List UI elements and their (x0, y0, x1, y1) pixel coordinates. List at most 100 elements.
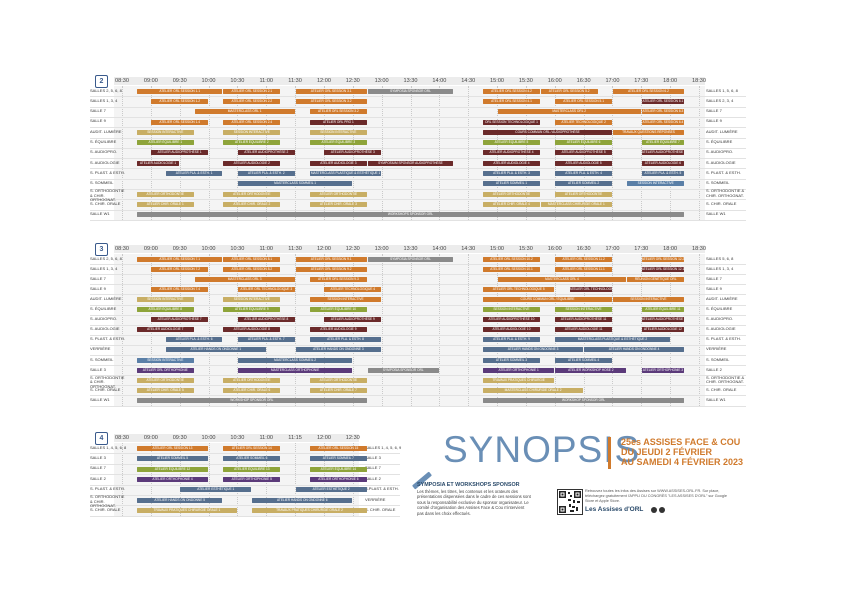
session-block[interactable]: ATELIER ORTHOPHONIE 4 (136, 476, 209, 482)
session-block[interactable]: ATELIER ORTHOPHONIE 5 (223, 476, 281, 482)
session-block[interactable]: ATELIER SOMMEIL 2 (555, 181, 612, 187)
session-block[interactable]: ATELIER ORL SESSION 5.1 (555, 98, 612, 104)
session-block[interactable]: ATELIER ÉQUILIBRE 9 (223, 307, 281, 313)
session-block[interactable]: SYMPOSIA SPONSOR ORL (367, 256, 454, 262)
session-block[interactable]: ATELIER AUDIOPROTHÈSE 9 (324, 317, 382, 323)
session-block[interactable]: ATELIER ÉQUILIBRE 14 (310, 466, 367, 472)
session-block[interactable]: ATELIER PLA. & ESTH. 8 (310, 337, 382, 343)
session-block[interactable]: SYMPOSIA SPONSOR ORL (367, 88, 454, 94)
session-block[interactable]: ATELIER ÉQUILIBRE 8 (136, 307, 194, 313)
session-block[interactable]: ATELIER PLA. & ESTH. 2 (237, 171, 295, 177)
social-icon-1[interactable] (651, 507, 657, 513)
session-block[interactable]: ATELIER ORL SESSION 9.2 (295, 266, 367, 272)
session-block[interactable]: TRAVAUX PRATIQUES CHIRURGIE ORALE 1 (136, 508, 237, 514)
session-block[interactable]: ATELIER PLA. & ESTH. 9 (483, 337, 540, 343)
session-block[interactable]: SYMPOSIUM SPONSOR AUDIOPROTHÈSE (367, 160, 454, 166)
session-block[interactable]: ATELIER ORL SESSION 11.2 (555, 256, 612, 262)
session-block[interactable]: SESSION INTERACTIVE (136, 296, 194, 302)
session-block[interactable]: ATELIER CHIR. ORALE 4 (483, 201, 540, 207)
session-block[interactable]: ATELIER ESTHÉTIQUE 2 (295, 487, 367, 493)
session-block[interactable]: ATELIER ORTHOPHONIE 3 (641, 367, 685, 373)
session-block[interactable]: SESSION INTERACTIVE (483, 307, 540, 313)
session-block[interactable]: ATELIER ORL SESSION 12.1 (641, 266, 685, 272)
session-block[interactable]: ATELIER AUDIOLOGIE 12 (641, 327, 685, 333)
session-block[interactable]: ATELIER ESTHÉTIQUE 1 (180, 487, 252, 493)
session-block[interactable]: SESSION INTERACTIVE (627, 181, 685, 187)
session-block[interactable]: MASTERCLASS PLASTIQUE & ESTHÉTIQUE 2 (555, 337, 670, 343)
session-block[interactable]: ATELIER ORL SESSION 5.2 (540, 88, 598, 94)
session-block[interactable]: ATELIER SOMMEIL 3 (483, 357, 540, 363)
session-block[interactable]: ATELIER ORL SESSION 13 (136, 445, 209, 451)
session-block[interactable]: ATELIER PLA. & ESTH. 6 (165, 337, 223, 343)
session-block[interactable]: ATELIER ÉQUILIBRE 11 (641, 307, 685, 313)
session-block[interactable]: ATELIER ORTHODONTIE (483, 191, 540, 197)
session-block[interactable]: ATELIER ORTHODONTIE (310, 377, 367, 383)
session-block[interactable]: ATELIER AUDIOLOGIE 1 (136, 160, 180, 166)
session-block[interactable]: ATELIER ORL SESSION 8.2 (223, 266, 281, 272)
session-block[interactable]: WORKSHOPS SPONSOR ORL (136, 212, 685, 218)
session-block[interactable]: ATELIER AUDIOPROTHÈSE 4 (483, 150, 540, 156)
session-block[interactable]: MASTERCLASS CHIRURGIE ORALE 2 (483, 387, 584, 393)
session-block[interactable]: ATELIER ORL SESSION 3.2 (310, 109, 367, 115)
session-block[interactable]: ATELIER ÉQUILIBRE 1 (136, 140, 194, 146)
session-block[interactable]: ATELIER ORL SESSION 3.2 (295, 98, 367, 104)
session-block[interactable]: ATELIER PLA. & ESTH. 5 (641, 171, 685, 177)
session-block[interactable]: ATELIER AUDIOPROTHÈSE 10 (483, 317, 540, 323)
session-block[interactable]: ATELIER ORL TECHNOLOGIQUE 3 (237, 286, 295, 292)
session-block[interactable]: ATELIER ORL SESSION 6.3 (641, 109, 685, 115)
session-block[interactable]: ATELIER WORKSHOP HOSE 2 (555, 367, 627, 373)
session-block[interactable]: SESSION INTERACTIVE (612, 296, 685, 302)
session-block[interactable]: ATELIER CHIR. ORALE 6 (223, 387, 281, 393)
session-block[interactable]: ATELIER AUDIOPROTHÈSE 1 (151, 150, 209, 156)
session-block[interactable]: ATELIER ÉQUILIBRE 7 (641, 140, 685, 146)
session-block[interactable]: ATELIER ORL SESSION 7.2 (151, 266, 209, 272)
session-block[interactable]: ATELIER TECHNOLOGIQUE 4 (324, 286, 382, 292)
session-block[interactable]: TRAVAUX PRATIQUES CHIRURGIE ORALE 2 (252, 508, 367, 514)
session-block[interactable]: MASTERCLASS ORL 2 (497, 109, 641, 115)
session-block[interactable]: ATELIER ORL SESSION 14 (223, 445, 281, 451)
session-block[interactable]: SESSION INTERACTIVE (310, 296, 382, 302)
session-block[interactable]: ATELIER CHIR. ORALE 2 (223, 201, 281, 207)
session-block[interactable]: ATELIER PLA. & ESTH. 1 (165, 171, 223, 177)
session-block[interactable]: MASTERCLASS ORL 1 (194, 109, 295, 115)
session-block[interactable]: ATELIER PLA. & ESTH. 4 (555, 171, 612, 177)
session-block[interactable]: ATELIER AUDIOPROTHÈSE 5 (555, 150, 612, 156)
session-block[interactable]: ATELIER ORL SESSION 11.1 (555, 266, 612, 272)
session-block[interactable]: ATELIER AUDIOPROTHÈSE 12 (641, 317, 685, 323)
session-block[interactable]: ATELIER CHIR. ORALE 3 (310, 201, 367, 207)
session-block[interactable]: ATELIER ORL SESSION 15 (310, 445, 367, 451)
session-block[interactable]: ATELIER ORL SESSION 10.1 (483, 266, 540, 272)
session-block[interactable]: WORKSHOP SPONSOR ORL (483, 397, 685, 403)
session-block[interactable]: ATELIER ORTHOPHONIE 1 (483, 367, 555, 373)
session-block[interactable]: ATELIER ORL SESSION 6.2 (612, 88, 685, 94)
session-block[interactable]: ATELIER AUDIOLOGIE 3 (310, 160, 367, 166)
session-block[interactable]: ATELIER ORTHODONTIE (136, 191, 194, 197)
session-block[interactable]: ATELIER SOMMEIL 7 (310, 456, 367, 462)
session-block[interactable]: ATELIER ORL SESSION 8.1 (223, 256, 281, 262)
qr-code-icon[interactable] (557, 489, 583, 515)
session-block[interactable]: RÉUNION GÉNÉTIQUE ORL (627, 276, 685, 282)
session-block[interactable]: TRAVAUX QUESTIONS RÉPONSES (612, 129, 685, 135)
session-block[interactable]: SESSION INTERACTIVE (223, 296, 281, 302)
session-block[interactable]: ATELIER ORL SESSION 3.1 (295, 88, 367, 94)
session-block[interactable]: SESSION INTERACTIVE (136, 129, 194, 135)
session-block[interactable]: ATELIER AUDIOLOGIE 4 (483, 160, 540, 166)
session-block[interactable]: ORL SESSION TECHNOLOGIQUE 1 (483, 119, 540, 125)
session-block[interactable]: MASTERCLASS PLASTIQUE & ESTHÉTIQUE 1 (310, 171, 382, 177)
session-block[interactable]: ATELIER ORL SESSION 1.1 (136, 88, 223, 94)
session-block[interactable]: ATELIER AUDIOPROTHÈSE 2 (237, 150, 295, 156)
session-block[interactable]: ATELIER AUDIOLOGIE 2 (223, 160, 281, 166)
session-block[interactable]: SESSION INTERACTIVE (310, 129, 367, 135)
session-block[interactable]: ATELIER SOMMEIL 4 (555, 357, 612, 363)
session-block[interactable]: ATELIER ORL SESSION 9.3 (310, 276, 367, 282)
session-block[interactable]: ATELIER ÉQUILIBRE 13 (223, 466, 281, 472)
session-block[interactable]: ATELIER AUDIOPROTHÈSE 6 (641, 150, 685, 156)
session-block[interactable]: ATELIER PLA. & ESTH. 3 (483, 171, 540, 177)
session-block[interactable]: ATELIER PLA. & ESTH. 7 (237, 337, 295, 343)
session-block[interactable]: ATELIER ORTHODONTIE (310, 191, 367, 197)
session-block[interactable]: ATELIER ORL SESSION 1.4 (151, 119, 209, 125)
session-block[interactable]: ATELIER ORL SESSION 4.2 (483, 88, 540, 94)
session-block[interactable]: ATELIER ORL SESSION 2.2 (223, 98, 281, 104)
session-block[interactable]: ATELIER ORL TECHNOLOGIQUE 5 (483, 286, 555, 292)
session-block[interactable]: ATELIER AUDIOLOGIE 8 (223, 327, 281, 333)
